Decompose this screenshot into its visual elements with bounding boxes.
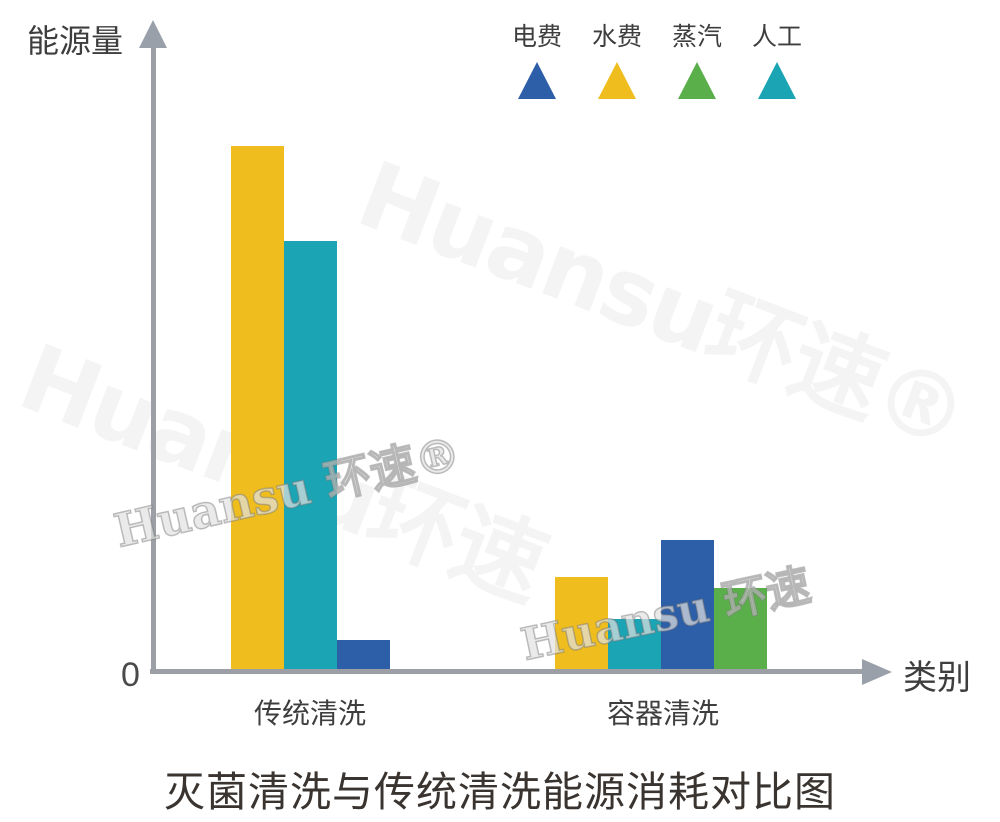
x-tick-label-container: 容器清洗 xyxy=(606,698,720,729)
legend-label-steam: 蒸汽 xyxy=(671,23,722,51)
x-axis-line xyxy=(150,669,863,674)
y-axis-arrowhead-icon xyxy=(139,20,167,48)
bar-水费-容器清洗 xyxy=(555,577,608,672)
watermark-large-upper: Huansu环速® xyxy=(344,140,980,470)
bar-人工-传统清洗 xyxy=(284,241,337,672)
x-axis-label: 类别 xyxy=(903,659,971,697)
bar-水费-传统清洗 xyxy=(231,146,284,672)
legend-label-electricity: 电费 xyxy=(511,23,562,51)
legend-triangle-labor-icon xyxy=(758,62,796,99)
bar-电费-容器清洗 xyxy=(661,540,714,672)
legend-label-labor: 人工 xyxy=(751,23,802,51)
legend: 电费 水费 蒸汽 人工 xyxy=(509,17,805,99)
legend-item-electricity: 电费 xyxy=(509,17,565,99)
y-axis-label: 能源量 xyxy=(27,23,124,59)
legend-triangle-water-icon xyxy=(598,62,636,99)
bar-电费-传统清洗 xyxy=(337,640,390,672)
x-axis-arrowhead-icon xyxy=(862,659,892,685)
legend-triangle-steam-icon xyxy=(678,62,716,99)
legend-triangle-electricity-icon xyxy=(518,62,556,99)
legend-item-labor: 人工 xyxy=(749,17,805,99)
x-tick-label-traditional: 传统清洗 xyxy=(253,698,367,729)
bar-人工-容器清洗 xyxy=(608,619,661,672)
legend-item-water: 水费 xyxy=(589,17,645,99)
bar-蒸汽-容器清洗 xyxy=(714,588,767,672)
origin-zero-label: 0 xyxy=(121,656,140,694)
legend-item-steam: 蒸汽 xyxy=(669,17,725,99)
legend-label-water: 水费 xyxy=(591,23,642,51)
y-axis-line xyxy=(151,42,156,673)
chart-title: 灭菌清洗与传统清洗能源消耗对比图 xyxy=(164,769,836,815)
